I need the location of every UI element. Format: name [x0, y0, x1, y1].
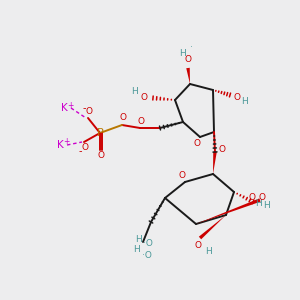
Text: H: H: [242, 98, 248, 106]
Text: H: H: [180, 49, 186, 58]
Text: ·O: ·O: [143, 239, 153, 248]
Text: O: O: [218, 146, 226, 154]
Text: O: O: [248, 194, 256, 202]
Text: O: O: [82, 142, 88, 152]
Text: O: O: [178, 170, 185, 179]
Text: O: O: [85, 107, 92, 116]
Text: O: O: [140, 94, 148, 103]
Text: ·: ·: [190, 44, 192, 52]
Text: O: O: [259, 194, 266, 202]
Text: -: -: [78, 146, 82, 156]
Polygon shape: [196, 198, 261, 224]
Text: K: K: [57, 140, 63, 150]
Text: H: H: [134, 245, 140, 254]
Text: ·O: ·O: [142, 251, 152, 260]
Text: P: P: [97, 128, 104, 138]
Text: K: K: [61, 103, 68, 113]
Text: O: O: [194, 140, 200, 148]
Text: +: +: [67, 100, 73, 109]
Text: O: O: [98, 152, 104, 160]
Text: H: H: [255, 200, 261, 208]
Text: +: +: [63, 137, 69, 146]
Text: O: O: [233, 92, 241, 101]
Text: O: O: [119, 113, 127, 122]
Text: O: O: [184, 56, 191, 64]
Text: H: H: [132, 86, 138, 95]
Polygon shape: [186, 68, 190, 84]
Text: H: H: [135, 235, 141, 244]
Polygon shape: [199, 215, 226, 239]
Text: O: O: [137, 116, 145, 125]
Text: -: -: [82, 103, 86, 113]
Polygon shape: [213, 152, 217, 174]
Text: O: O: [194, 242, 202, 250]
Text: H: H: [205, 248, 212, 256]
Text: H: H: [264, 200, 270, 209]
